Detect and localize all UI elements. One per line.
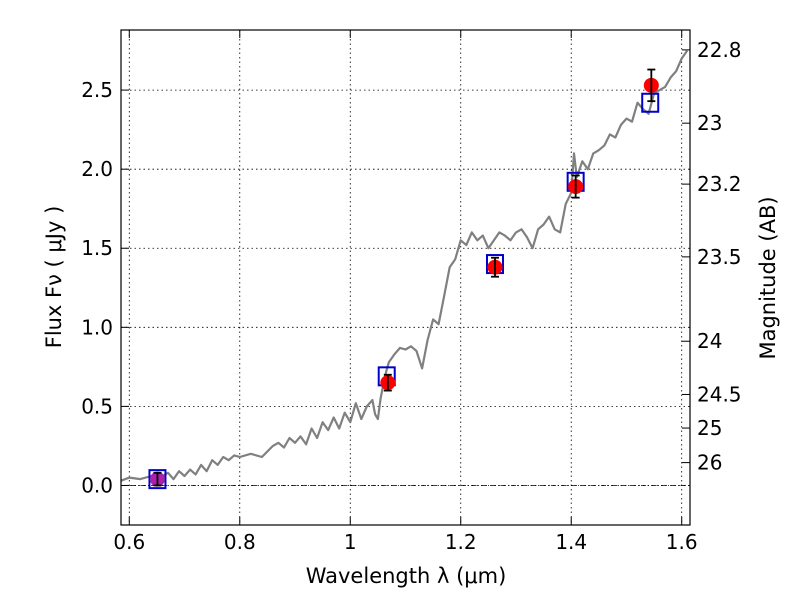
y-tick-label: 1.0 [81,315,113,339]
model-square-marker [641,92,660,113]
x-axis-label: Wavelength λ (μm) [306,564,507,588]
magnitude-tick-label: 25 [697,416,722,440]
grid-lines [121,30,690,525]
model-square-marker [148,469,167,490]
x-tick-label: 1.6 [666,530,698,554]
y-tick-label: 2.5 [81,78,113,102]
magnitude-tick-label: 22.8 [697,38,742,62]
magnitude-tick-label: 24.5 [697,382,742,406]
observed-markers [149,68,659,487]
magnitude-axis-label: Magnitude (AB) [756,196,780,359]
y-tick-label: 2.0 [81,157,113,181]
magnitude-axis-ticks: 22.8 23 23.2 23.5 24 24.5 25 26 [682,38,742,475]
y-tick-label: 1.5 [81,236,113,260]
x-tick-label: 1 [344,530,357,554]
spectrum-line [120,49,689,482]
y-tick-label: 0.5 [81,394,113,418]
magnitude-tick-label: 23.5 [697,245,742,269]
x-tick-label: 0.8 [224,530,256,554]
y-tick-label: 0.0 [81,473,113,497]
x-tick-label: 0.6 [113,530,145,554]
x-tick-label: 1.4 [555,530,587,554]
x-axis-ticks: 0.6 0.8 1 1.2 1.4 1.6 [113,30,698,554]
magnitude-tick-label: 23 [697,111,722,135]
plot-frame [120,29,691,526]
x-tick-label: 1.2 [445,530,477,554]
magnitude-tick-label: 24 [697,329,722,353]
magnitude-tick-label: 26 [697,451,722,475]
magnitude-tick-label: 23.2 [697,172,742,196]
y-axis-ticks: 0.0 0.5 1.0 1.5 2.0 2.5 [81,78,129,497]
y-axis-label: Flux Fν ( μJy ) [42,206,66,349]
